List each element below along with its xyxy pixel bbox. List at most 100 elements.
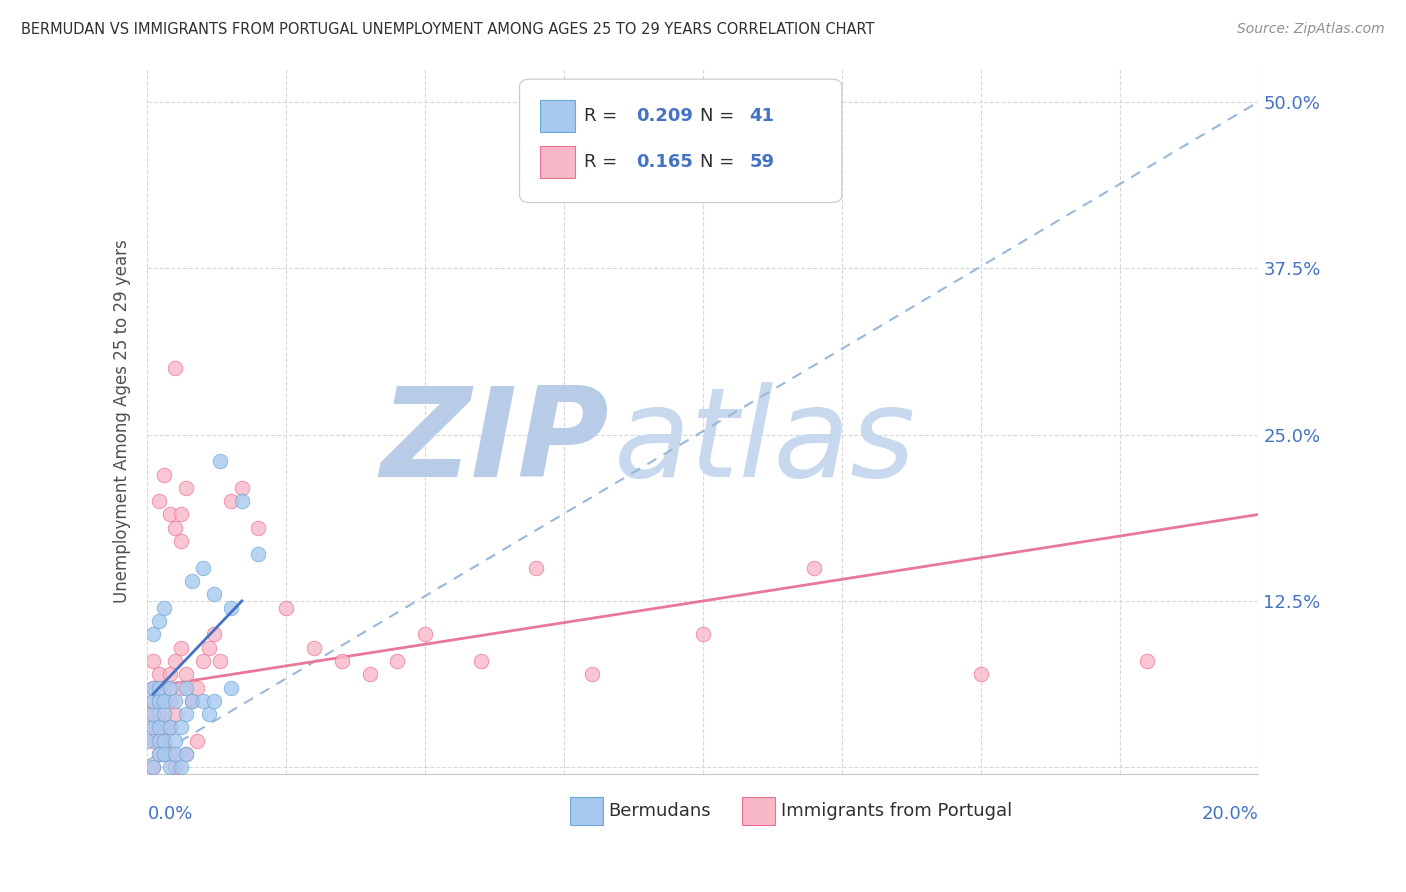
Text: 20.0%: 20.0%: [1202, 805, 1258, 822]
Point: [136, 707, 159, 722]
Text: 0.0%: 0.0%: [148, 805, 193, 822]
Point: [276, 600, 298, 615]
Point: [148, 494, 170, 508]
Point: [142, 760, 165, 774]
Point: [174, 481, 197, 495]
Point: [470, 654, 492, 668]
Point: [803, 560, 825, 574]
Point: [202, 587, 225, 601]
FancyBboxPatch shape: [540, 100, 575, 132]
Point: [202, 694, 225, 708]
Point: [387, 654, 409, 668]
Point: [142, 681, 165, 695]
Point: [170, 721, 193, 735]
Point: [174, 667, 197, 681]
Point: [219, 600, 242, 615]
Point: [159, 760, 181, 774]
Point: [197, 640, 219, 655]
Point: [359, 667, 381, 681]
Point: [231, 494, 253, 508]
Text: R =: R =: [583, 153, 623, 170]
FancyBboxPatch shape: [520, 79, 842, 202]
Point: [148, 733, 170, 747]
Text: ZIP: ZIP: [380, 382, 609, 503]
Point: [170, 534, 193, 549]
Text: 41: 41: [749, 107, 775, 125]
Point: [148, 733, 170, 747]
Point: [219, 681, 242, 695]
Point: [142, 707, 165, 722]
Point: [202, 627, 225, 641]
Point: [165, 361, 187, 376]
Point: [153, 467, 176, 482]
Point: [153, 747, 176, 761]
Point: [231, 481, 253, 495]
Point: [148, 721, 170, 735]
Point: [170, 640, 193, 655]
Point: [165, 654, 187, 668]
Point: [159, 667, 181, 681]
Point: [159, 508, 181, 522]
Point: [191, 654, 214, 668]
Point: [219, 494, 242, 508]
Point: [197, 707, 219, 722]
FancyBboxPatch shape: [742, 797, 775, 825]
Y-axis label: Unemployment Among Ages 25 to 29 years: Unemployment Among Ages 25 to 29 years: [114, 239, 131, 603]
Point: [153, 707, 176, 722]
Point: [174, 707, 197, 722]
Point: [142, 721, 165, 735]
Point: [159, 694, 181, 708]
Point: [208, 654, 231, 668]
Point: [165, 707, 187, 722]
Text: N =: N =: [700, 107, 740, 125]
Point: [159, 747, 181, 761]
Point: [174, 747, 197, 761]
Point: [174, 747, 197, 761]
Text: 0.209: 0.209: [637, 107, 693, 125]
Point: [148, 667, 170, 681]
Point: [159, 681, 181, 695]
Point: [148, 694, 170, 708]
Point: [191, 694, 214, 708]
FancyBboxPatch shape: [569, 797, 603, 825]
Point: [302, 640, 325, 655]
Point: [186, 681, 208, 695]
Point: [692, 627, 714, 641]
Text: atlas: atlas: [614, 382, 917, 503]
Point: [170, 508, 193, 522]
Point: [142, 654, 165, 668]
Point: [153, 733, 176, 747]
Point: [191, 560, 214, 574]
Point: [148, 747, 170, 761]
Point: [159, 721, 181, 735]
Point: [330, 654, 353, 668]
Text: R =: R =: [583, 107, 623, 125]
Point: [165, 521, 187, 535]
Text: Immigrants from Portugal: Immigrants from Portugal: [780, 802, 1012, 820]
Point: [247, 521, 270, 535]
FancyBboxPatch shape: [540, 146, 575, 178]
Point: [170, 760, 193, 774]
Point: [180, 694, 202, 708]
Text: Source: ZipAtlas.com: Source: ZipAtlas.com: [1237, 22, 1385, 37]
Point: [186, 733, 208, 747]
Point: [142, 721, 165, 735]
Point: [174, 681, 197, 695]
Point: [180, 574, 202, 588]
Point: [148, 681, 170, 695]
Point: [1136, 654, 1159, 668]
Point: [165, 733, 187, 747]
Point: [153, 733, 176, 747]
Point: [148, 614, 170, 628]
Point: [153, 600, 176, 615]
Point: [136, 733, 159, 747]
Text: N =: N =: [700, 153, 740, 170]
Point: [153, 747, 176, 761]
Point: [165, 760, 187, 774]
Point: [148, 694, 170, 708]
Point: [159, 721, 181, 735]
Point: [153, 721, 176, 735]
Point: [142, 694, 165, 708]
Point: [153, 694, 176, 708]
Point: [148, 707, 170, 722]
